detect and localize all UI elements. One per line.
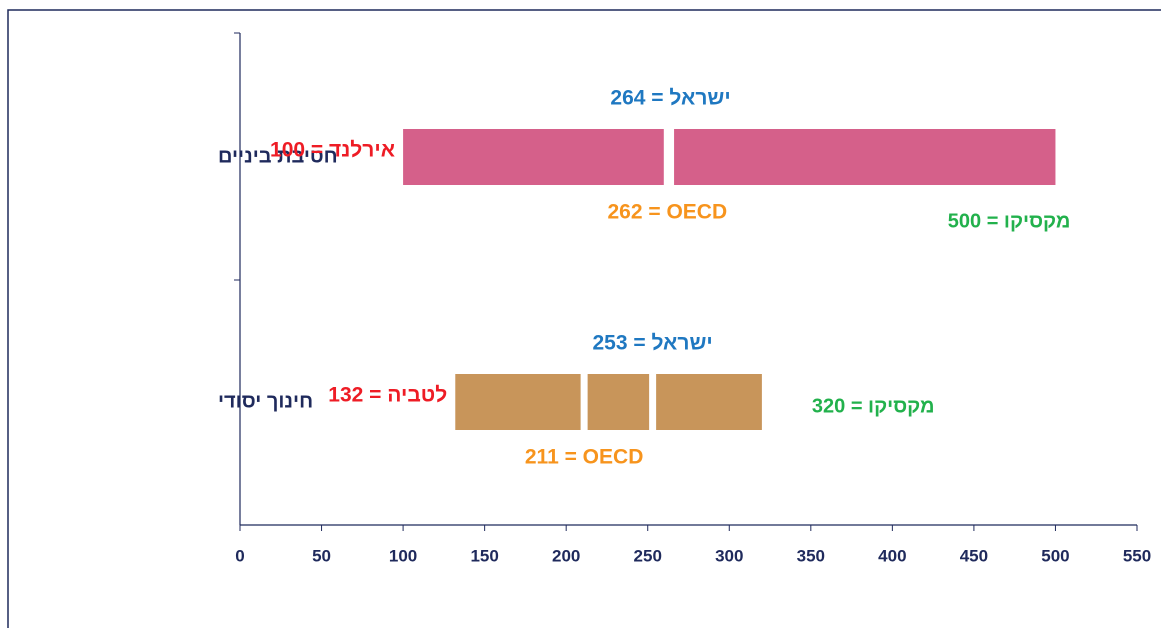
max-label: מקסיקו = 320 — [812, 395, 935, 417]
x-tick-label: 50 — [312, 546, 331, 565]
x-tick-label: 0 — [235, 546, 244, 565]
x-tick-label: 350 — [797, 546, 825, 565]
israel-label: ישראל = 253 — [592, 332, 712, 355]
range-bar — [403, 129, 1056, 185]
x-tick-label: 450 — [960, 546, 988, 565]
x-tick-label: 200 — [552, 546, 580, 565]
x-tick-label: 400 — [878, 546, 906, 565]
min-label: לטביה = 132 — [328, 384, 447, 407]
category-label: חינוך יסודי — [218, 390, 313, 412]
range-bar — [455, 374, 762, 430]
category-label: חטיבת ביניים — [218, 145, 338, 167]
x-tick-label: 100 — [389, 546, 417, 565]
x-tick-label: 500 — [1041, 546, 1069, 565]
oecd-marker — [580, 373, 588, 431]
x-tick-label: 250 — [634, 546, 662, 565]
max-label: מקסיקו = 500 — [948, 210, 1071, 232]
israel-marker — [649, 373, 657, 431]
oecd-label: 211 = OECD — [525, 446, 643, 469]
min-label: אירלנד = 100 — [270, 139, 395, 162]
x-tick-label: 150 — [470, 546, 498, 565]
frame — [7, 9, 1161, 633]
x-tick-label: 550 — [1123, 546, 1151, 565]
israel-marker — [667, 128, 675, 186]
oecd-label: 262 = OECD — [607, 201, 727, 224]
x-tick-label: 300 — [715, 546, 743, 565]
israel-label: ישראל = 264 — [610, 87, 730, 110]
